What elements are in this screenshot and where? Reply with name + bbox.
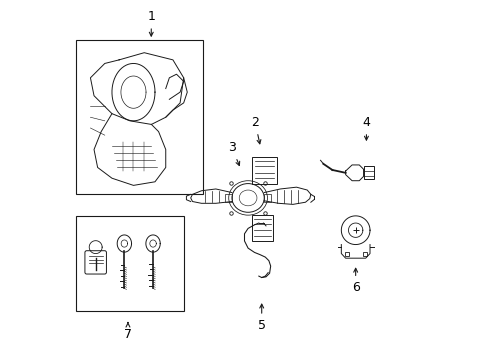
Text: 2: 2 (251, 116, 260, 144)
Bar (76, 40, 203, 194)
Bar (251, 215, 273, 241)
Bar (363, 166, 373, 179)
Text: 7: 7 (123, 323, 132, 341)
Text: 6: 6 (351, 268, 359, 294)
Text: 4: 4 (362, 116, 369, 140)
Bar (224, 194, 232, 202)
Text: 3: 3 (227, 141, 239, 166)
Text: 1: 1 (147, 10, 155, 36)
Bar (251, 157, 276, 184)
Bar (76, 216, 183, 311)
Bar (264, 194, 270, 202)
Text: 5: 5 (257, 304, 265, 332)
